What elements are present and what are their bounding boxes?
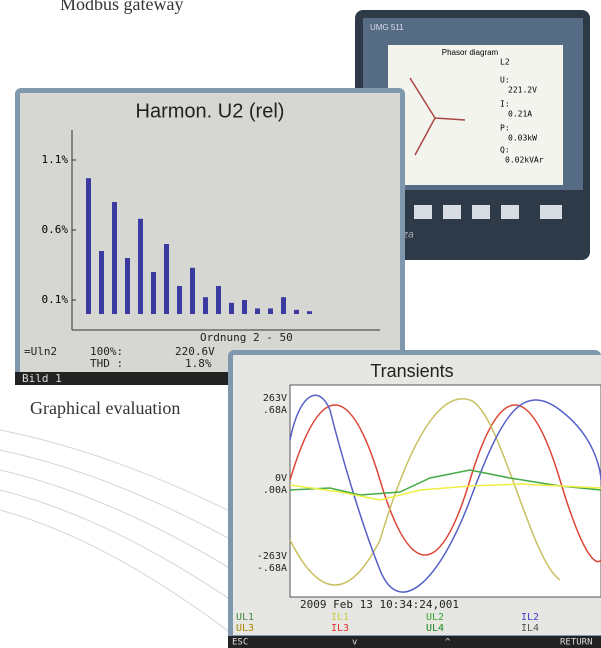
- q-value: 0.02kVAr: [505, 156, 544, 165]
- channel: =Uln2: [24, 345, 57, 358]
- legend-entry: UL4: [426, 623, 444, 634]
- legend-entry: UL1: [236, 612, 254, 623]
- bar: [177, 286, 182, 314]
- thd-value: 1.8%: [185, 357, 212, 370]
- legend-entry: IL2: [521, 612, 539, 623]
- timestamp: 2009 Feb 13 10:34:24,001: [300, 598, 459, 611]
- y-tick-label: 1.1%: [42, 153, 69, 166]
- y-label: 263V: [263, 393, 287, 404]
- model: UMG 511: [370, 23, 404, 32]
- q-label: Q:: [500, 146, 510, 155]
- transients-panel: Transients 263V.68A 0V.00A -263V-.68A 2009 …: [228, 350, 601, 648]
- bar: [216, 286, 221, 314]
- page: Modbus gateway UMG 511 Phasor diagram L2…: [0, 0, 601, 648]
- legend-entry: UL3: [236, 623, 254, 634]
- harmonics-panel: Harmon. U2 (rel) Ordnung 2 - 50 =Uln2 10…: [15, 88, 405, 385]
- bar: [281, 297, 286, 314]
- bar: [151, 272, 156, 314]
- legend-entry: IL3: [331, 623, 349, 634]
- y-label: .00A: [263, 485, 287, 496]
- caption: Modbus gateway: [60, 0, 183, 14]
- bar: [255, 308, 260, 314]
- y-tick-label: 0.1%: [42, 293, 69, 306]
- legend-entry: IL1: [331, 612, 349, 623]
- bar: [294, 310, 299, 314]
- softkey[interactable]: ^: [445, 638, 451, 648]
- bar: [307, 311, 312, 314]
- title: Transients: [370, 361, 453, 381]
- bar: [190, 268, 195, 314]
- bar: [99, 251, 104, 314]
- phase: L2: [500, 58, 510, 67]
- bar: [164, 244, 169, 314]
- bar: [86, 178, 91, 314]
- bar: [112, 202, 117, 314]
- softkey[interactable]: Bild 1: [22, 372, 62, 385]
- y-label: -263V: [257, 551, 287, 562]
- screen-title: Phasor diagram: [442, 48, 499, 57]
- u-value: 221.2V: [508, 86, 537, 95]
- u-label: U:: [500, 76, 510, 85]
- bar: [242, 300, 247, 314]
- p-value: 0.03kW: [508, 134, 537, 143]
- caption: Graphical evaluation: [30, 398, 180, 418]
- i-label: I:: [500, 100, 510, 109]
- title: Harmon. U2 (rel): [136, 100, 285, 122]
- bar: [138, 219, 143, 314]
- legend-entry: UL2: [426, 612, 444, 623]
- i-value: 0.21A: [508, 110, 532, 119]
- softkey[interactable]: v: [352, 638, 357, 648]
- y-label: 0V: [275, 473, 287, 484]
- bar: [229, 303, 234, 314]
- softkey[interactable]: ESC: [232, 638, 248, 648]
- bar: [268, 308, 273, 314]
- bar: [203, 297, 208, 314]
- thd-label: THD :: [90, 357, 123, 370]
- y-label: -.68A: [257, 563, 287, 574]
- legend-entry: IL4: [521, 623, 539, 634]
- p-label: P:: [500, 124, 510, 133]
- order: Ordnung 2 - 50: [200, 331, 293, 344]
- softkey[interactable]: RETURN: [560, 638, 593, 648]
- bar: [125, 258, 130, 314]
- y-label: .68A: [263, 405, 287, 416]
- y-tick-label: 0.6%: [42, 223, 69, 236]
